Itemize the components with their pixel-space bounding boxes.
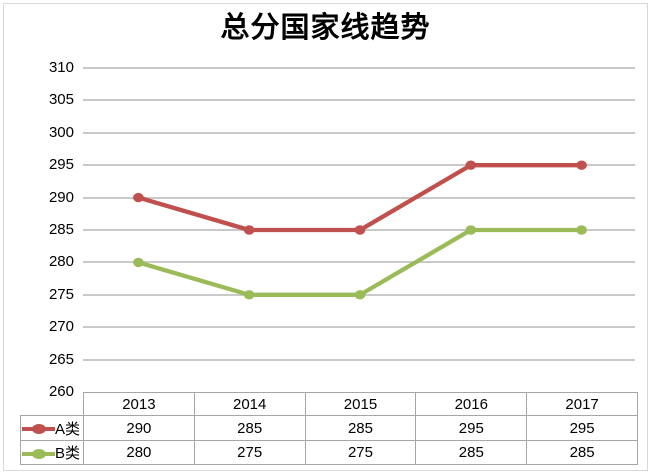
gridline [83,131,635,134]
legend-label: B类 [55,445,81,462]
y-axis-tick-label: 270 [48,318,74,336]
legend-marker-icon [22,424,55,435]
table-row: B类 280 275 275 285 285 [20,440,638,465]
table-cell-value: 275 [304,440,417,465]
gridline [83,358,635,361]
y-axis-tick-label: 285 [48,221,74,238]
table-cell-value: 280 [83,440,195,465]
gridline [83,164,635,167]
table-cell-value: 285 [193,415,306,441]
table-header-year: 2015 [304,392,417,416]
table-cell-value: 285 [304,415,417,441]
legend-cell: B类 [20,440,84,465]
y-axis-tick-label: 310 [48,59,74,76]
y-axis-tick-label: 300 [48,123,74,141]
legend-marker-icon [22,448,55,459]
table-header-year: 2016 [415,392,528,416]
legend-label: A类 [55,420,81,438]
legend-cell: A类 [20,415,84,441]
gridline [83,326,635,329]
y-axis-tick-label: 260 [48,383,74,400]
gridline [83,67,635,69]
y-axis-tick-label: 275 [48,285,74,303]
table-header-row: 2013 2014 2015 2016 2017 [21,392,638,416]
table-cell-value: 295 [415,415,528,441]
gridline [83,293,635,296]
y-axis-tick-label: 295 [48,156,74,174]
gridline [83,261,635,264]
table-header-year: 2014 [193,392,306,416]
table-cell-value: 285 [415,440,528,465]
table-cell-value: 285 [526,440,638,465]
table-cell-value: 290 [83,415,195,441]
y-axis-tick-label: 280 [48,253,74,271]
gridline [83,99,635,102]
table-cell-value: 275 [193,440,306,465]
y-axis-tick-label: 265 [48,350,74,368]
y-axis-tick-label: 305 [48,91,74,109]
table-header-year: 2017 [526,392,638,416]
gridline [83,229,635,231]
table-corner-cell [21,393,84,416]
data-table: 2013 2014 2015 2016 2017 A类 290 285 285 295 295 B类 2… [20,392,638,465]
table-cell-value: 295 [526,415,638,441]
table-header-year: 2013 [83,392,195,416]
chart-title: 总分国家线趋势 [220,12,431,44]
y-axis-tick-label: 290 [48,188,74,206]
table-row: A类 290 285 285 295 295 [20,415,638,441]
gridline [83,196,635,199]
